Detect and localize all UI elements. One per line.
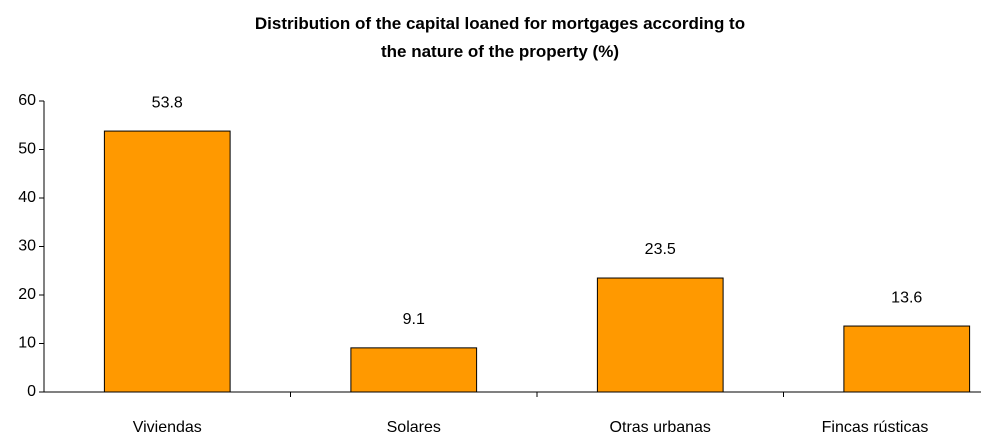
x-tick-label: Otras urbanas [610,419,711,436]
y-tick-label: 40 [18,189,36,206]
y-tick-label: 0 [27,383,36,400]
bar [596,277,724,393]
y-tick-label: 30 [18,238,36,255]
bar [350,347,478,393]
y-tick-label: 50 [18,141,36,158]
x-tick-label: Fincas rústicas [822,419,929,436]
y-tick-label: 10 [18,335,36,352]
data-label: 53.8 [152,94,183,111]
y-tick-label: 60 [18,92,36,109]
bar [843,325,971,393]
bar [103,130,231,393]
x-tick-label: Viviendas [133,419,202,436]
chart-title: Distribution of the capital loaned for m… [254,14,746,61]
data-label: 13.6 [891,289,922,306]
data-label: 9.1 [403,311,425,328]
x-tick-label: Solares [387,419,441,436]
data-label: 23.5 [645,241,676,258]
y-tick-label: 20 [18,286,36,303]
